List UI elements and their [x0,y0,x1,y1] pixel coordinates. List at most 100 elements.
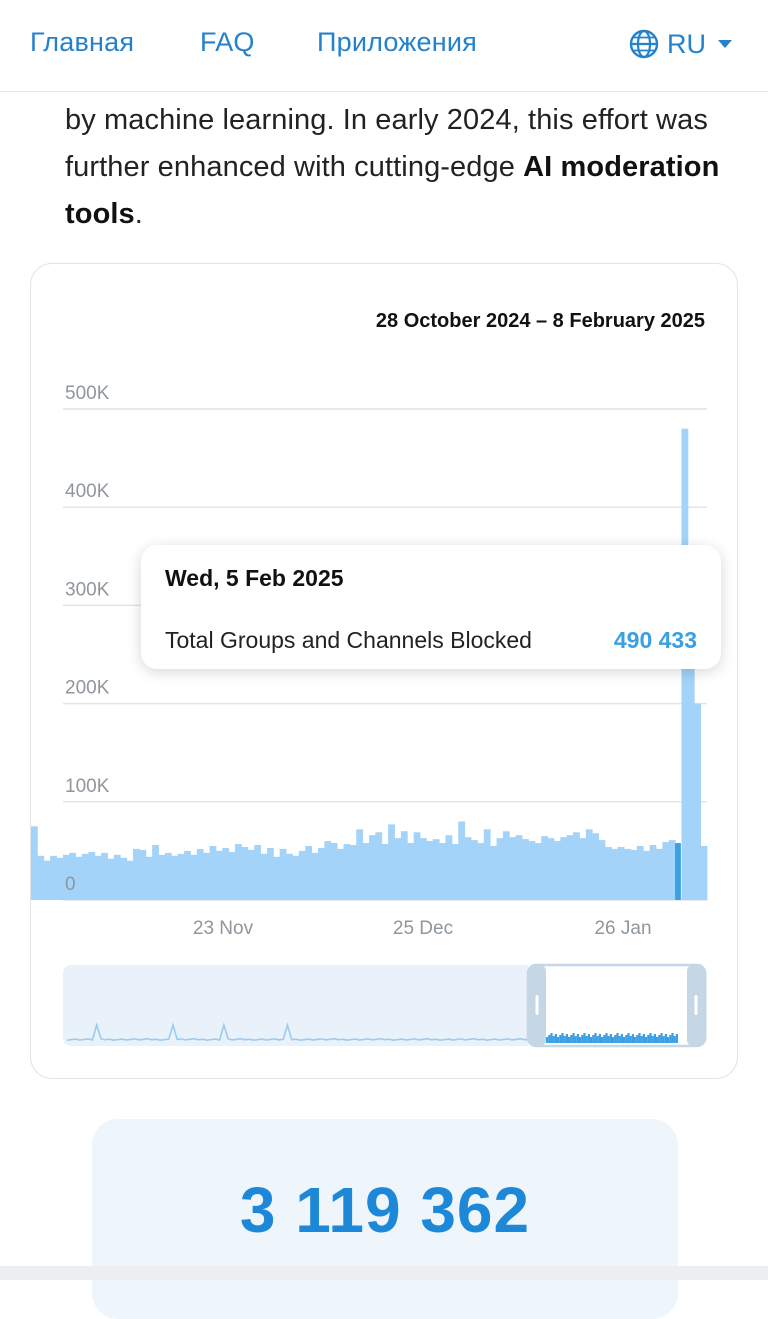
chart-bar [247,849,255,900]
chart-bar [43,860,51,900]
chart-bar [464,837,472,900]
chart-bar [120,857,128,900]
navigator-mini-bar [640,1036,643,1043]
y-tick-label: 200K [65,678,110,699]
chart-bar [222,847,230,900]
chart-bar [75,856,83,900]
navigator-mini-bar [653,1034,656,1043]
chart-bar [598,840,606,900]
navigator-mini-bar [612,1037,615,1043]
navigator-mini-bar [598,1034,601,1043]
x-tick-label: 26 Jan [594,918,651,939]
chart-bar [56,857,64,900]
chart-bar [235,844,242,900]
navigator-mini-bar [572,1033,575,1043]
navigator-mini-bar [664,1034,667,1043]
chart-bar [675,843,681,900]
chart-bar [196,848,204,900]
chart-bar [305,845,313,900]
chart-bar [215,850,223,900]
chart-bar [107,858,115,900]
chart-bar [496,838,504,900]
chart-bar [579,838,587,900]
nav-apps-link[interactable]: Приложения [317,27,477,57]
chart-bar [617,846,625,900]
chart-svg[interactable]: 0 100K 200K 300K 400K 500K 23 Nov 25 Dec 26 Jan [31,264,739,1080]
chart-bar [88,851,96,900]
nav-faq-link[interactable]: FAQ [200,27,255,57]
chart-bar [203,852,210,900]
navigator-mini-bar [585,1036,588,1043]
navigator-mini-bar [552,1036,555,1043]
chart-tooltip: Wed, 5 Feb 2025 Total Groups and Channel… [141,545,721,669]
navigator-mini-bar [623,1037,626,1043]
navigator-mini-bar [609,1034,612,1043]
article-text: by machine learning. In early 2024, this… [65,104,708,183]
chart-card: 28 October 2024 – 8 February 2025 0 100K 2… [30,263,738,1079]
chart-bar [630,849,638,900]
chart-bar [400,831,408,900]
chart-bar [266,847,274,900]
navigator-mini-bar [636,1035,639,1043]
chart-bar [624,848,631,900]
navigator-mini-bar [671,1033,674,1043]
chart-bar [687,551,695,900]
navigator-mini-bar [638,1033,641,1043]
chart-bar [286,853,293,900]
chart-bar [337,848,344,900]
chart-bar [490,845,497,900]
chart-bar [69,852,77,900]
chart-bar [471,840,478,900]
navigator-mini-bar [658,1035,661,1043]
chart-bar [164,852,172,900]
chart-bar [394,838,402,900]
navigator-mini-bar [587,1034,590,1043]
chart-bar [655,848,663,900]
chart-bar [611,848,619,900]
chart-bar [356,829,364,900]
caret-down-icon [718,40,732,48]
navigator-mini-bar [669,1035,672,1043]
chart-bar [158,854,166,900]
navigator-mini-bar [627,1033,630,1043]
chart-bar [375,832,383,900]
chart-bar [668,840,676,900]
tooltip-value: 490 433 [613,627,697,653]
article-paragraph: by machine learning. In early 2024, this… [65,97,725,238]
navigator-mini-bar [605,1033,608,1043]
y-tick-label: 0 [65,874,76,895]
chart-bar [522,839,529,900]
chart-bar [126,860,134,900]
total-counter-box: 3 119 362 [92,1119,678,1319]
navigator-mini-bar [673,1036,676,1043]
navigator-mini-bar [631,1034,634,1043]
navigator-mini-bar [590,1037,593,1043]
chart-bar [254,845,261,900]
language-selector[interactable]: RU [629,27,732,61]
nav-home-link[interactable]: Главная [30,27,135,57]
chart-bar [209,845,217,900]
chart-bar [184,850,191,900]
navigator-mini-bar [570,1035,573,1043]
navigator-mini-bar [601,1037,604,1043]
chart-bar [94,855,102,900]
navigator-mini-bar [559,1035,562,1043]
chart-bar [133,848,140,900]
chart-bar [426,841,434,900]
chart-bar [445,835,453,900]
top-navigation: Главная FAQ Приложения RU [0,0,768,92]
navigator-mini-bar [594,1033,597,1043]
chart-bar [190,854,198,900]
navigator-mini-bar [579,1037,582,1043]
chart-bar [388,824,395,900]
navigator-mini-bar [616,1033,619,1043]
navigator-mini-bar [563,1036,566,1043]
chart-bar [541,836,548,900]
chart-bar [228,851,236,900]
chart-bar [553,841,561,900]
navigator-mini-bar [647,1035,650,1043]
navigator-selected-window [528,965,705,1046]
y-tick-label: 400K [65,481,110,502]
chart-bar [311,852,319,900]
navigator-mini-bar [629,1036,632,1043]
